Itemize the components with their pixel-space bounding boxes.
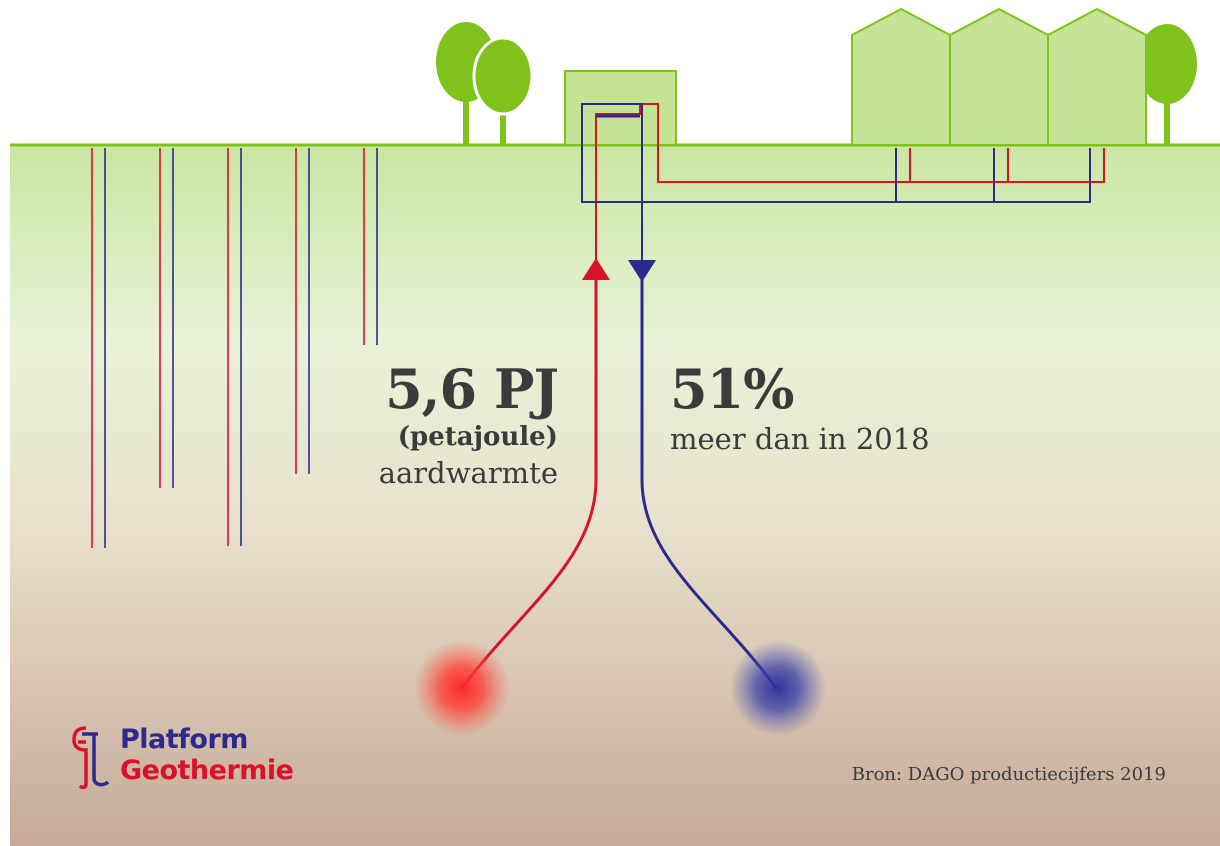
production-stat: 5,6 PJ (petajoule) aardwarmte	[378, 357, 559, 492]
arrow-down-icon	[628, 260, 656, 282]
greenhouse-icon	[851, 7, 1147, 146]
logo-text: Platform Geothermie	[120, 724, 294, 786]
platform-geothermie-logo: Platform Geothermie	[72, 724, 294, 790]
source-note: Bron: DAGO productiecijfers 2019	[851, 764, 1166, 785]
logo-mark-icon	[72, 726, 110, 790]
tree-icon	[472, 36, 534, 146]
tree-icon	[1137, 24, 1197, 146]
production-unit: (petajoule)	[397, 422, 558, 452]
arrow-up-icon	[582, 258, 610, 280]
shallow-wells	[91, 148, 378, 548]
hot-reservoir	[414, 640, 510, 736]
heat-network	[581, 103, 1105, 280]
underground	[10, 146, 1220, 846]
growth-value: 51%	[670, 357, 794, 421]
production-caption: aardwarmte	[378, 456, 558, 490]
growth-caption: meer dan in 2018	[670, 422, 930, 456]
logo-line-platform: Platform	[120, 724, 248, 755]
logo-line-geothermie: Geothermie	[120, 755, 294, 786]
cold-reservoir	[730, 640, 826, 736]
growth-stat: 51% meer dan in 2018	[670, 358, 930, 458]
production-value: 5,6 PJ	[385, 357, 559, 421]
